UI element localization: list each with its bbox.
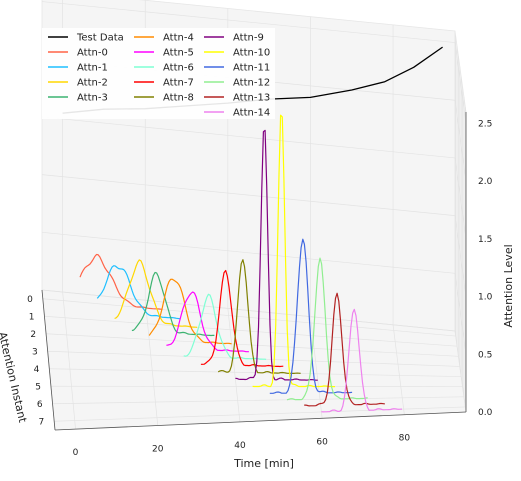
- series-line-attn-1: [96, 265, 180, 320]
- grid-line: [310, 316, 323, 419]
- legend-label: Attn-1: [77, 63, 108, 74]
- legend-label: Attn-6: [163, 63, 194, 74]
- chart-axes: [41, 112, 467, 431]
- legend-label: Attn-7: [163, 78, 194, 89]
- grid-line: [454, 273, 467, 355]
- x-axis-label: Time [min]: [233, 457, 294, 470]
- series-line-attn-8: [217, 259, 301, 374]
- x-tick-label: 80: [399, 434, 411, 444]
- grid-line: [52, 396, 464, 405]
- z-axis-label: Attention Level: [502, 244, 515, 327]
- series-line-attn-14: [321, 308, 403, 413]
- y-tick-label: 1: [29, 312, 35, 322]
- legend-box: [42, 28, 275, 119]
- y-tick-label: 6: [37, 400, 43, 410]
- legend-label: Attn-3: [77, 93, 108, 104]
- series-line-attn-2: [114, 259, 198, 328]
- series-line-attn-10: [252, 114, 335, 388]
- grid-line: [62, 292, 76, 430]
- legend-label: Attn-8: [163, 93, 194, 104]
- legend-label: Attn-2: [77, 78, 108, 89]
- grid-line: [41, 116, 456, 159]
- x-tick-label: 20: [152, 445, 164, 455]
- x-tick-label: 0: [73, 448, 79, 458]
- grid-line: [41, 231, 456, 274]
- legend-label: Attn-14: [233, 108, 270, 119]
- chart-ticks: 0 20 40 60 80 0 1 2 3 4 5 6 7 0.0 0.5 1.0 1.5 2.0 2.5: [27, 120, 493, 459]
- grid-line: [454, 100, 467, 182]
- y-tick-label: 7: [38, 417, 44, 427]
- series-line-attn-0: [79, 253, 163, 311]
- series-line-attn-4: [148, 278, 232, 345]
- grid-line: [227, 308, 241, 422]
- z-tick-label: 1.5: [478, 235, 492, 245]
- y-axis-line: [41, 289, 56, 431]
- z-tick-label: 2.0: [478, 177, 493, 187]
- legend-label: Attn-10: [233, 48, 270, 59]
- series-line-attn-11: [269, 238, 353, 394]
- legend: Test Data Attn-0 Attn-1 Attn-2 Attn-3 Attn-4 A…: [42, 28, 275, 119]
- series-line-attn-9: [235, 129, 318, 381]
- y-tick-label: 4: [34, 365, 40, 375]
- y-tick-label: 3: [32, 347, 38, 357]
- y-tick-label: 5: [35, 382, 41, 392]
- series-line-attn-5: [166, 291, 249, 353]
- grid-line: [454, 42, 467, 124]
- z-tick-label: 1.0: [478, 293, 493, 303]
- series-line-attn-3: [131, 271, 215, 337]
- series-line-attn-13: [304, 292, 385, 407]
- legend-label: Attn-13: [233, 93, 270, 104]
- grid-line: [454, 157, 467, 239]
- grid-line: [392, 324, 405, 415]
- grid-line: [454, 330, 467, 413]
- y-tick-label: 0: [27, 295, 33, 305]
- x-tick-label: 60: [316, 437, 328, 447]
- x-axis-line: [54, 411, 467, 431]
- y-tick-label: 2: [30, 330, 36, 340]
- series-line-attn-7: [200, 269, 284, 368]
- grid-line: [41, 1, 456, 43]
- grid-line: [454, 215, 467, 297]
- y-axis-label: Attention Instant: [0, 331, 29, 425]
- legend-label: Attn-5: [163, 48, 194, 59]
- legend-label: Test Data: [76, 33, 124, 44]
- grid-line: [144, 300, 159, 426]
- grid-line: [46, 333, 459, 357]
- legend-label: Attn-0: [77, 48, 108, 59]
- z-tick-label: 0.5: [478, 350, 492, 360]
- z-tick-label: 2.5: [478, 120, 492, 130]
- legend-label: Attn-12: [233, 78, 270, 89]
- legend-label: Attn-9: [233, 33, 264, 44]
- series-line-attn-6: [183, 293, 267, 360]
- legend-label: Attn-11: [233, 63, 270, 74]
- series-line-attn-12: [286, 257, 368, 401]
- grid-line: [41, 174, 456, 216]
- z-tick-label: 0.0: [478, 408, 493, 418]
- x-tick-label: 40: [234, 441, 246, 451]
- legend-label: Attn-4: [163, 33, 194, 44]
